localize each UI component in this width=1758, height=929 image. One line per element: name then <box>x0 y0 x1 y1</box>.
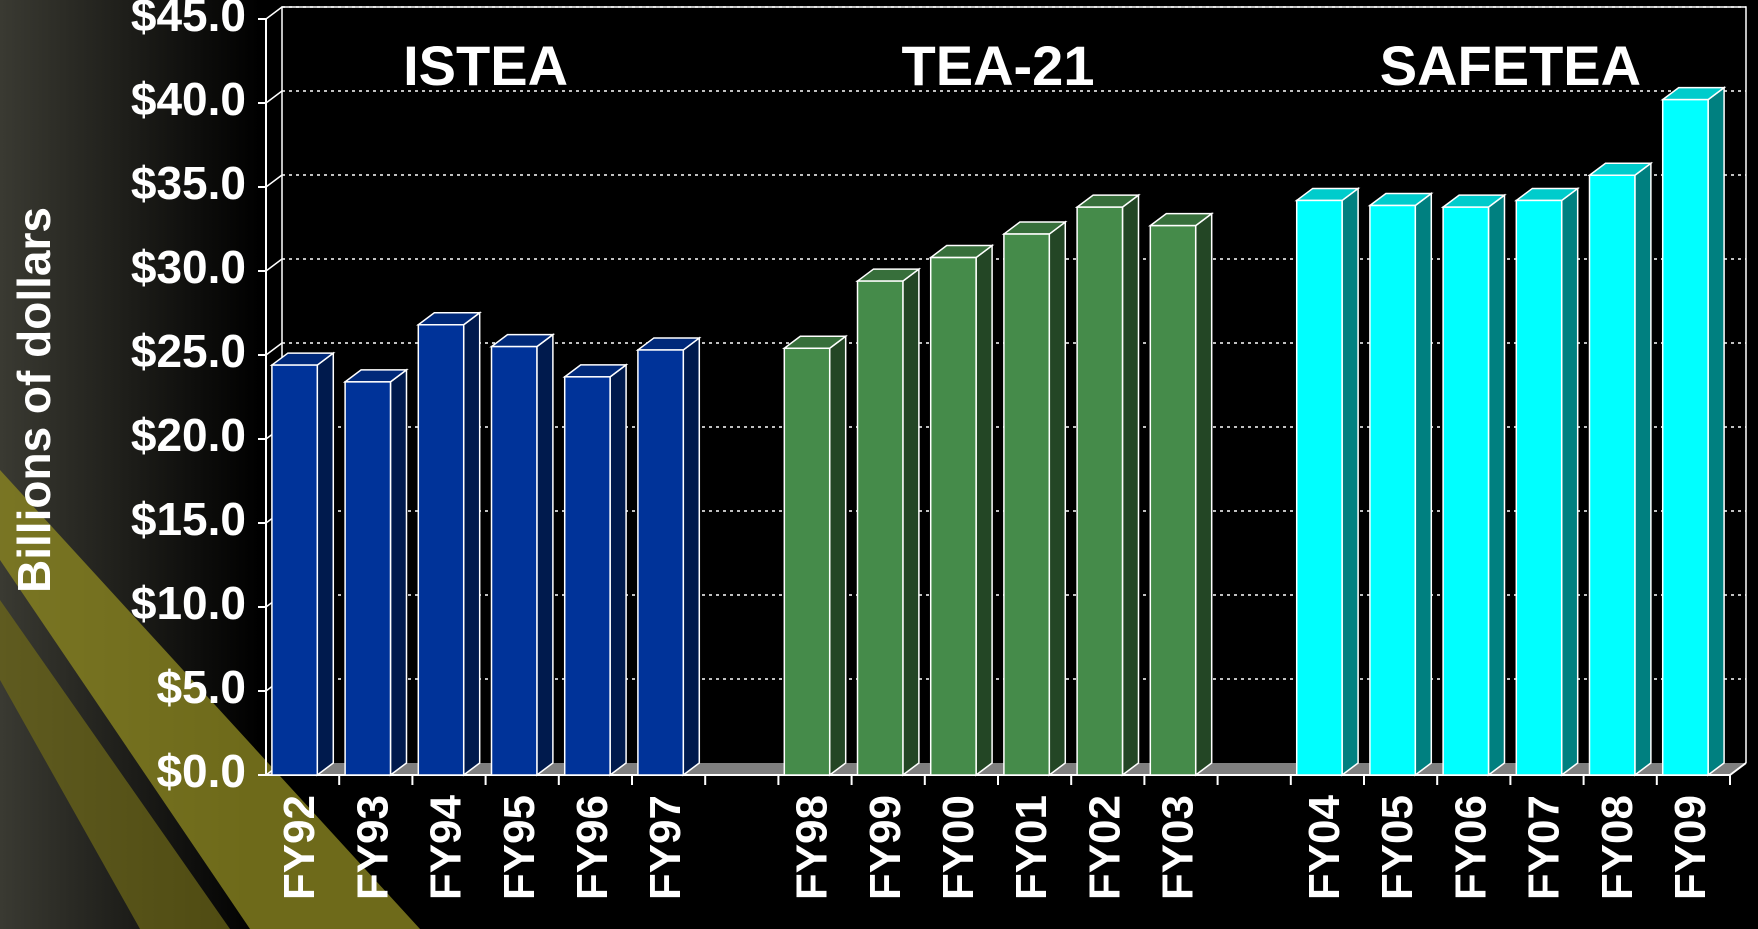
x-tick-label: FY02 <box>1080 795 1129 900</box>
bar-side <box>828 334 847 777</box>
bar-side <box>682 336 701 777</box>
bar <box>1149 224 1197 776</box>
bar-side <box>975 244 993 777</box>
group-label: ISTEA <box>403 34 568 97</box>
bar <box>1003 233 1051 776</box>
bar <box>856 280 904 776</box>
y-tick-label: $0.0 <box>156 745 246 797</box>
x-tick-label: FY01 <box>1007 795 1056 900</box>
x-tick-label: FY04 <box>1300 794 1349 900</box>
bar <box>1515 199 1563 776</box>
bar <box>637 349 685 776</box>
bar <box>417 324 465 776</box>
bar <box>929 256 977 776</box>
y-axis-label: Billions of dollars <box>8 207 60 593</box>
x-tick-label: FY99 <box>861 795 910 900</box>
bar-side <box>1194 212 1213 777</box>
y-tick-label: $5.0 <box>156 661 246 713</box>
x-tick-label: FY98 <box>788 795 837 900</box>
x-tick-label: FY94 <box>422 794 471 900</box>
x-tick-label: FY96 <box>568 795 617 900</box>
y-tick-label: $30.0 <box>131 241 246 293</box>
bar <box>490 345 538 776</box>
x-tick-label: FY92 <box>275 795 324 900</box>
axis-depth <box>1729 762 1747 776</box>
bar-side <box>1048 220 1067 777</box>
bar-side <box>902 267 920 777</box>
y-tick-label: $10.0 <box>131 577 246 629</box>
bar <box>1076 206 1124 776</box>
bar <box>783 347 831 776</box>
x-tick-label: FY03 <box>1154 795 1203 900</box>
bar-side <box>1341 186 1359 777</box>
x-tick-label: FY95 <box>495 795 544 900</box>
road-stripe <box>0 600 230 929</box>
bar <box>1442 206 1490 776</box>
x-tick-label: FY97 <box>641 795 690 900</box>
bar-side <box>389 368 408 777</box>
bar-side <box>609 363 627 777</box>
x-tick-label: FY93 <box>348 795 397 900</box>
bar <box>1369 204 1417 776</box>
bar <box>344 381 392 776</box>
tick-depth <box>265 174 283 188</box>
bar-side <box>1560 186 1579 777</box>
bar <box>1588 174 1636 776</box>
x-tick-label: FY09 <box>1666 795 1715 900</box>
tick-depth <box>265 258 283 272</box>
x-tick-label: FY08 <box>1593 795 1642 900</box>
bar <box>563 376 611 776</box>
tick-depth <box>265 6 283 20</box>
bar-side <box>1121 193 1140 777</box>
x-tick-label: FY00 <box>934 795 983 900</box>
bar-side <box>316 351 335 777</box>
bar <box>1295 199 1343 776</box>
y-tick-label: $35.0 <box>131 157 246 209</box>
bar-side <box>1487 193 1506 777</box>
bar-side <box>1634 161 1652 777</box>
x-tick-label: FY05 <box>1373 795 1422 900</box>
bar <box>271 364 319 776</box>
group-label: TEA-21 <box>902 34 1095 97</box>
bar-side <box>1414 191 1433 777</box>
group-label: SAFETEA <box>1380 34 1641 97</box>
y-tick-label: $45.0 <box>131 0 246 41</box>
x-tick-label: FY06 <box>1446 795 1495 900</box>
bar-side <box>1707 86 1725 777</box>
tick-depth <box>265 342 283 356</box>
tick-depth <box>265 90 283 104</box>
y-tick-label: $25.0 <box>131 325 246 377</box>
y-tick-label: $40.0 <box>131 73 246 125</box>
bar <box>1661 98 1709 776</box>
x-tick-label: FY07 <box>1520 795 1569 900</box>
y-tick-label: $20.0 <box>131 409 246 461</box>
y-tick-label: $15.0 <box>131 493 246 545</box>
road-stripe <box>0 470 420 929</box>
bar-side <box>462 311 481 777</box>
bar-side <box>536 333 554 777</box>
